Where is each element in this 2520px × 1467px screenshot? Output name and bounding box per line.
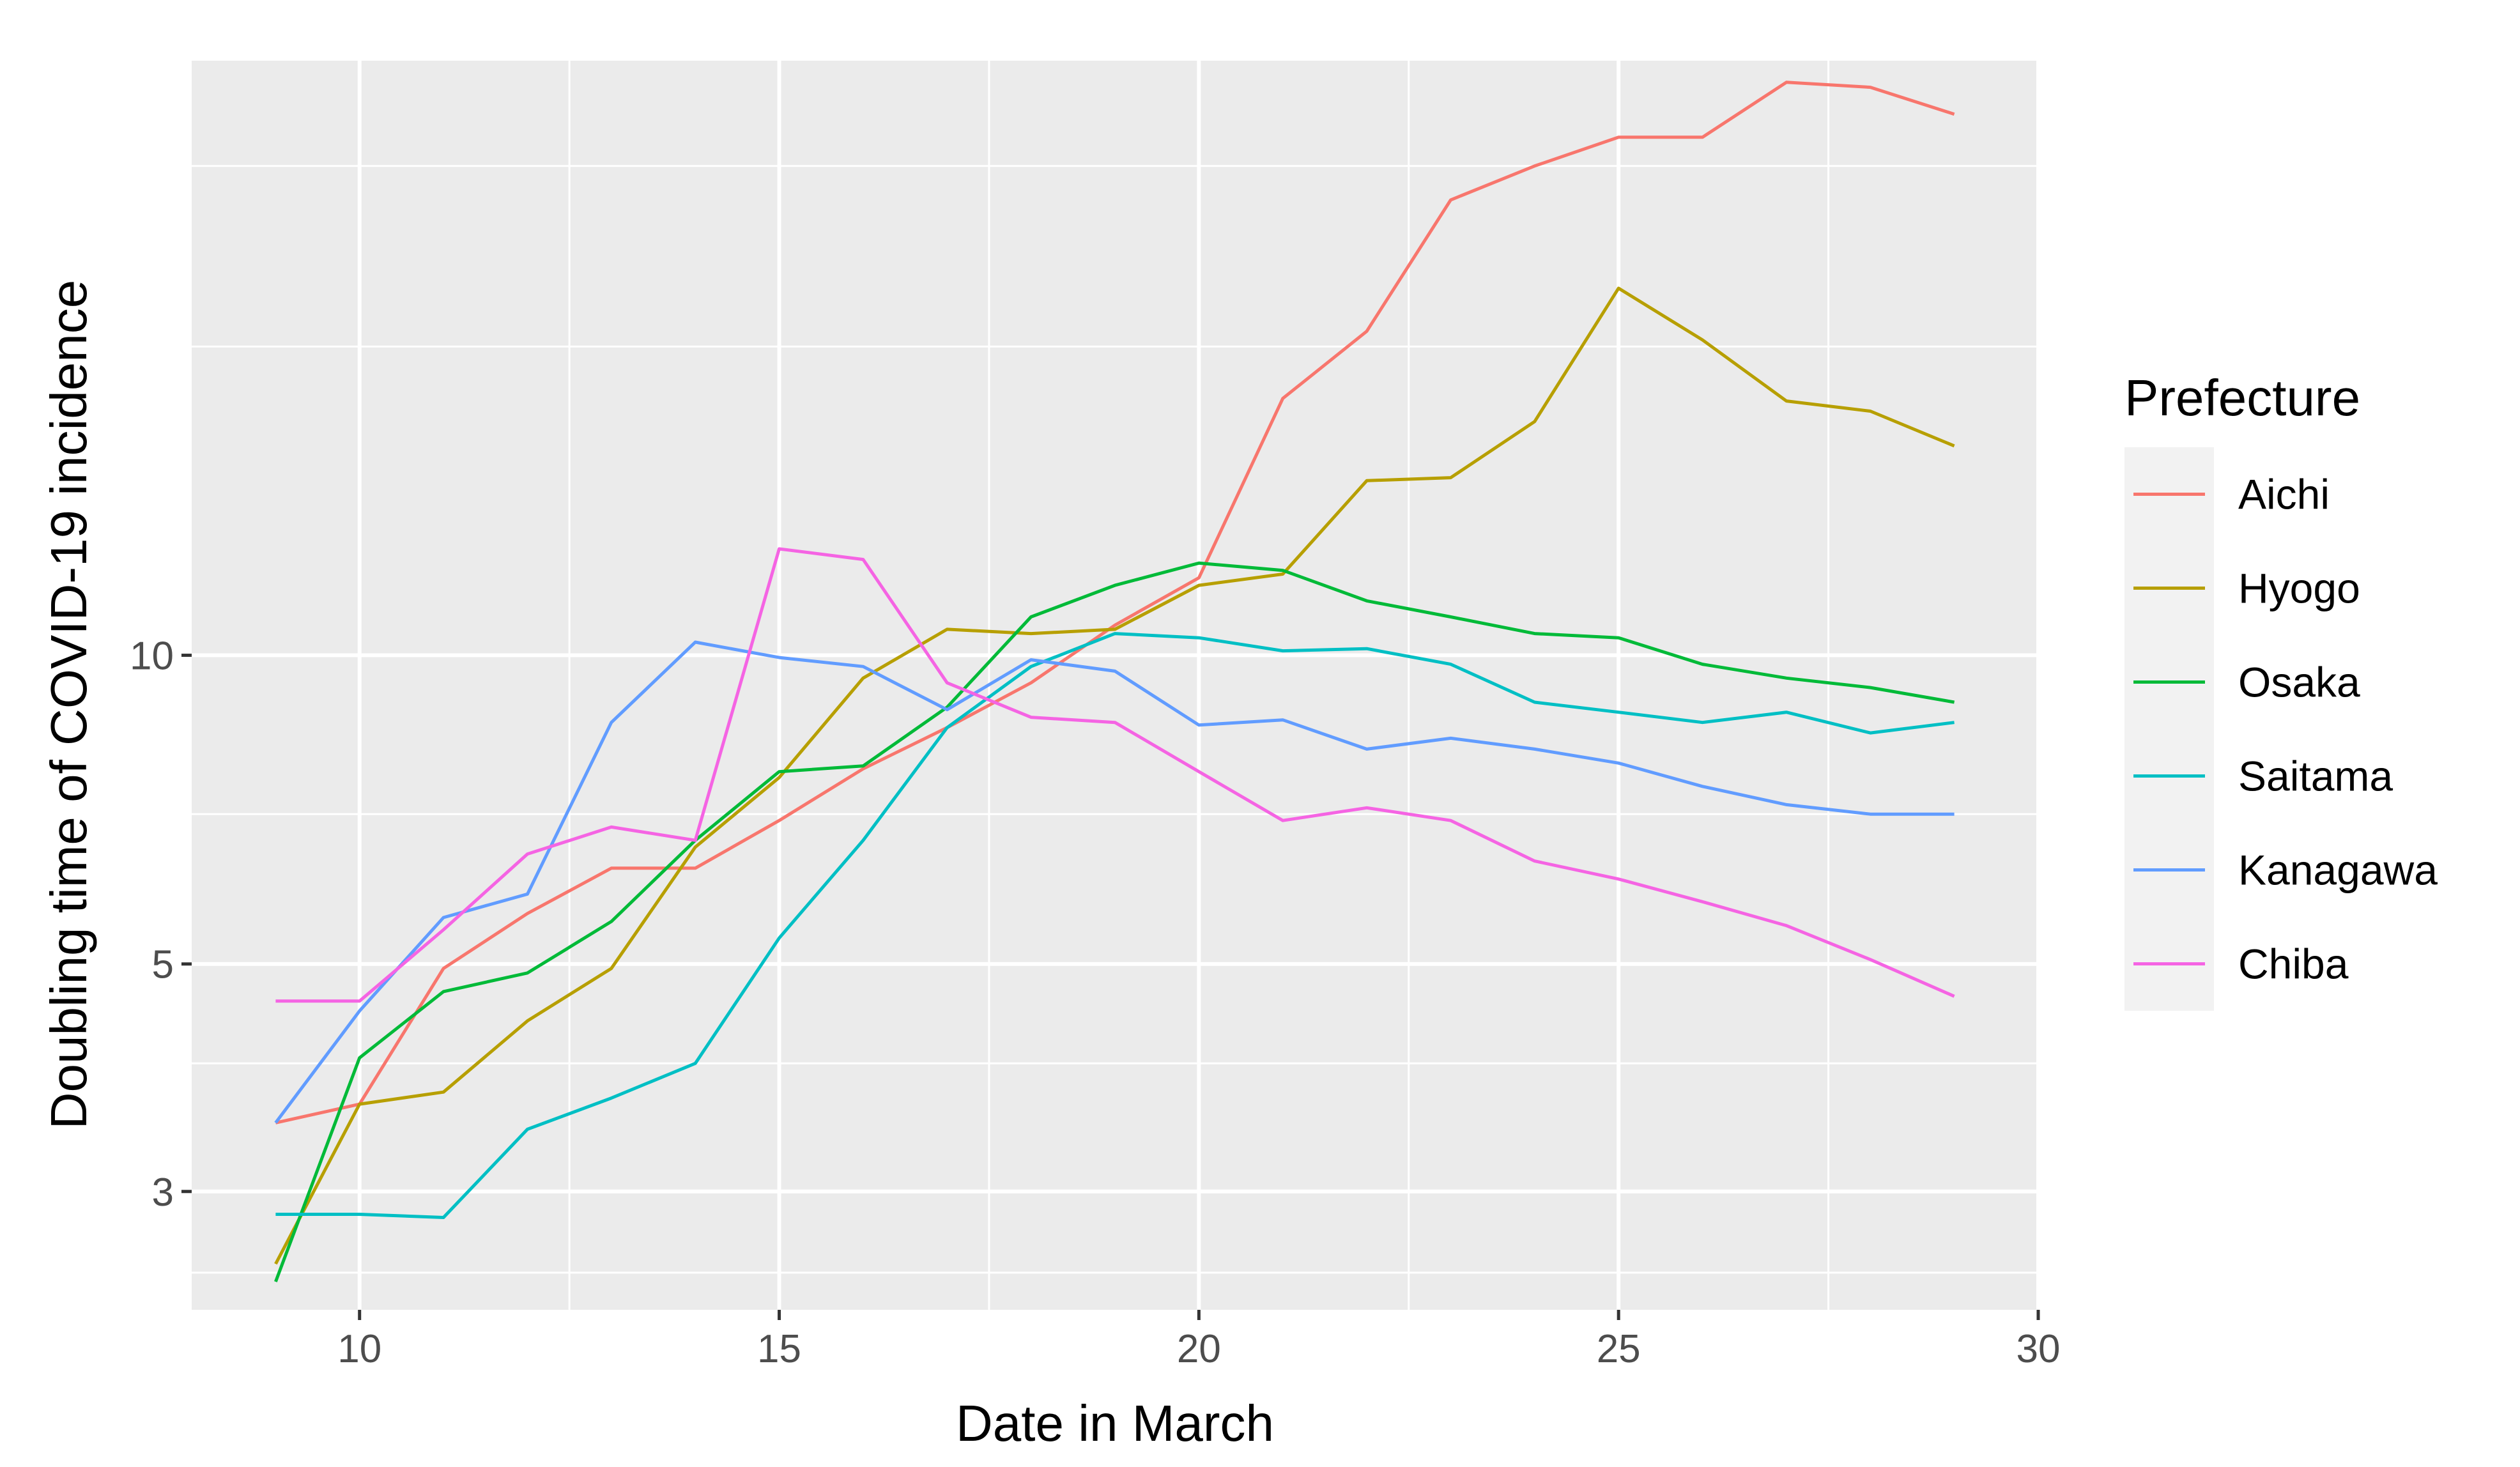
- series-line-saitama: [275, 632, 1955, 1219]
- x-tick-label: 10: [337, 1327, 381, 1371]
- panel-background: [192, 61, 2038, 1310]
- y-axis-title: Doubling time of COVID-19 incidence: [40, 280, 97, 1130]
- x-tick-label: 20: [1177, 1327, 1221, 1371]
- series-line-osaka: [274, 561, 1955, 1282]
- x-tick-label: 30: [2017, 1327, 2061, 1371]
- series-line-kanagawa: [274, 640, 1955, 1124]
- legend: Prefecture Aichi Hyogo Osaka Saitama Kanagaw…: [2124, 369, 2438, 1011]
- legend-title: Prefecture: [2124, 369, 2360, 426]
- legend-label-saitama: Saitama: [2238, 753, 2393, 800]
- series-line-hyogo: [274, 286, 1955, 1265]
- legend-label-kanagawa: Kanagawa: [2238, 847, 2438, 894]
- x-tick-label: 25: [1597, 1327, 1641, 1371]
- series-line-chiba: [275, 547, 1955, 1003]
- gridlines: [192, 61, 2040, 1310]
- y-tick-label: 5: [152, 943, 174, 987]
- y-tick-label: 10: [130, 634, 174, 679]
- x-tick-label: 15: [757, 1327, 801, 1371]
- legend-label-osaka: Osaka: [2238, 659, 2360, 706]
- legend-label-aichi: Aichi: [2238, 471, 2330, 518]
- plot-panel: [192, 61, 2038, 1310]
- series-lines: [274, 81, 1955, 1282]
- legend-label-hyogo: Hyogo: [2238, 565, 2360, 612]
- y-tick-label: 3: [152, 1171, 174, 1215]
- legend-label-chiba: Chiba: [2238, 941, 2349, 988]
- x-axis-title: Date in March: [956, 1395, 1274, 1452]
- series-line-aichi: [275, 81, 1955, 1125]
